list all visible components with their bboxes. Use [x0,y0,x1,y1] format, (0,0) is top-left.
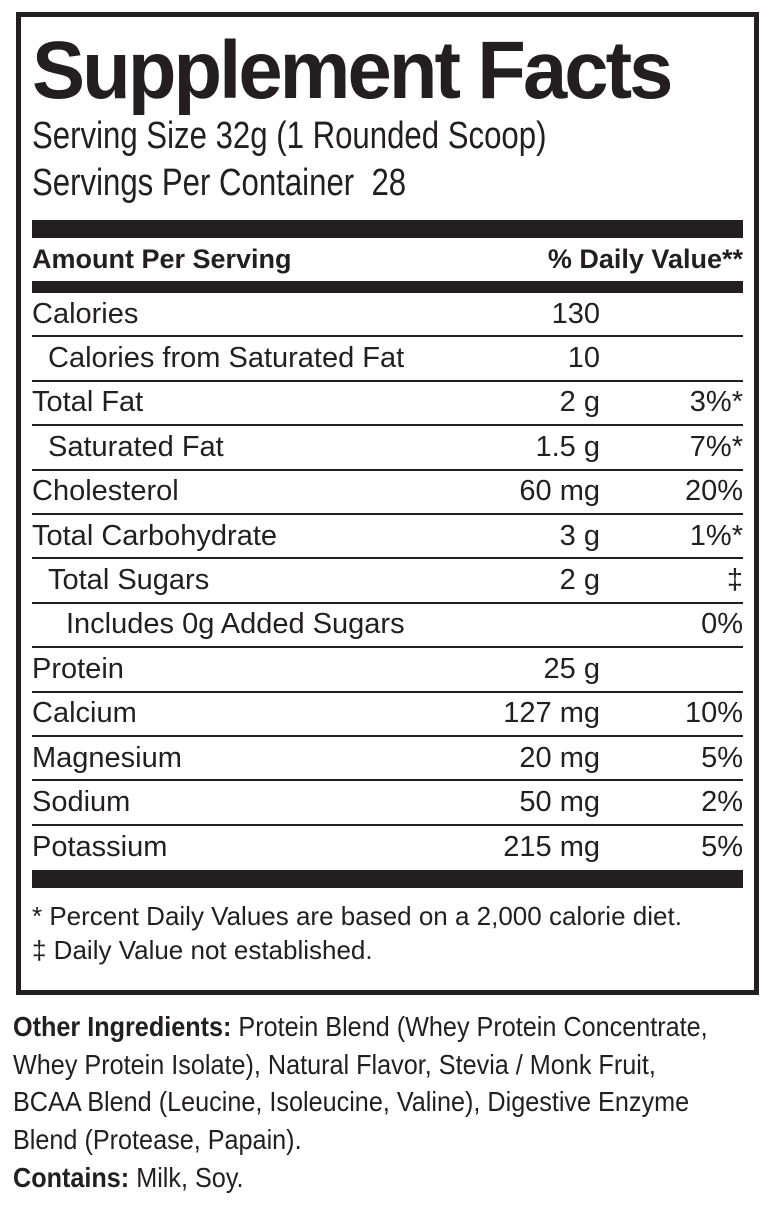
nutrient-daily-value: 2% [701,785,743,818]
nutrient-daily-value: 5% [701,831,743,864]
nutrient-amount: 2 g [559,564,600,597]
table-row: Total Carbohydrate 3 g 1%* [32,515,743,560]
nutrient-name: Saturated Fat [48,430,224,463]
amount-per-serving-header: Amount Per Serving [32,244,292,274]
nutrient-daily-value: 10% [684,697,743,730]
nutrient-amount: 1.5 g [535,430,601,463]
servings-per-container: Servings Per Container 28 [32,162,407,204]
nutrient-daily-value: 20% [684,475,743,508]
nutrient-daily-value: 0% [701,608,743,641]
nutrient-table: Calories 130 Calories from Saturated Fat 10… [32,293,743,870]
table-row: Includes 0g Added Sugars 0% [32,604,743,649]
contains-text: Milk, Soy. [129,1162,244,1193]
nutrient-name: Cholesterol [32,475,179,508]
nutrient-amount: 3 g [559,519,600,552]
supplement-facts-panel: Supplement Facts Serving Size 32g (1 Rou… [16,12,759,995]
nutrient-name: Magnesium [32,741,182,774]
nutrient-name: Total Fat [32,386,144,419]
separator-bar-top [32,220,743,238]
footnote-daily-values: * Percent Daily Values are based on a 2,… [32,901,682,932]
nutrient-daily-value: 3%* [689,386,743,419]
nutrient-name: Protein [32,652,124,685]
other-ingredients-line-1-text: Protein Blend (Whey Protein Concentrate, [231,1011,708,1042]
table-row: Saturated Fat 1.5 g 7%* [32,426,743,471]
other-ingredients-line-2: Whey Protein Isolate), Natural Flavor, S… [13,1048,656,1080]
table-row: Calcium 127 mg 10% [32,693,743,737]
nutrient-amount: 130 [551,297,600,330]
nutrient-name: Calcium [32,697,137,730]
table-row: Potassium 215 mg 5% [32,826,743,870]
contains-label: Contains: [13,1162,130,1193]
nutrient-daily-value: 7%* [689,430,743,463]
nutrient-amount: 25 g [543,652,600,685]
nutrient-name: Potassium [32,831,168,864]
nutrient-amount: 60 mg [519,475,600,508]
table-row: Calories 130 [32,293,743,338]
nutrient-name: Calories [32,297,139,330]
table-row: Calories from Saturated Fat 10 [32,337,743,382]
nutrient-daily-value: 5% [701,741,743,774]
nutrient-name: Total Carbohydrate [32,519,278,552]
separator-bar-header [32,281,743,293]
nutrient-amount: 10 [567,342,600,375]
separator-bar-bottom [32,870,743,889]
nutrient-daily-value: ‡ [726,564,743,597]
table-row: Total Sugars 2 g ‡ [32,559,743,604]
table-row: Sodium 50 mg 2% [32,781,743,826]
nutrient-name: Sodium [32,785,131,818]
table-row: Cholesterol 60 mg 20% [32,471,743,515]
serving-size: Serving Size 32g (1 Rounded Scoop) [32,115,547,157]
column-header-row: Amount Per Serving % Daily Value** [32,238,743,281]
contains-line: Contains: Milk, Soy. [13,1159,697,1197]
other-ingredients-label: Other Ingredients: [13,1011,232,1042]
nutrient-name: Includes 0g Added Sugars [66,608,405,641]
ingredients-section: Other Ingredients: Protein Blend (Whey P… [13,1008,773,1197]
nutrient-amount: 50 mg [519,785,600,818]
table-row: Magnesium 20 mg 5% [32,737,743,782]
daily-value-header: % Daily Value** [547,244,743,274]
nutrient-name: Calories from Saturated Fat [48,342,405,375]
nutrient-amount: 127 mg [503,697,600,730]
other-ingredients-line-4: Blend (Protease, Papain). [13,1123,302,1155]
footnotes: * Percent Daily Values are based on a 2,… [32,899,743,967]
nutrient-name: Total Sugars [48,564,210,597]
table-row: Protein 25 g [32,648,743,693]
nutrient-amount: 215 mg [503,831,600,864]
other-ingredients-line-1: Other Ingredients: Protein Blend (Whey P… [13,1008,708,1046]
footnote-dagger: ‡ Daily Value not established. [32,935,373,966]
nutrient-daily-value: 1%* [689,519,743,552]
other-ingredients-line-3: BCAA Blend (Leucine, Isoleucine, Valine)… [13,1086,690,1117]
table-row: Total Fat 2 g 3%* [32,382,743,427]
nutrient-amount: 20 mg [519,741,600,774]
nutrient-amount: 2 g [559,386,600,419]
panel-title: Supplement Facts [32,25,673,116]
